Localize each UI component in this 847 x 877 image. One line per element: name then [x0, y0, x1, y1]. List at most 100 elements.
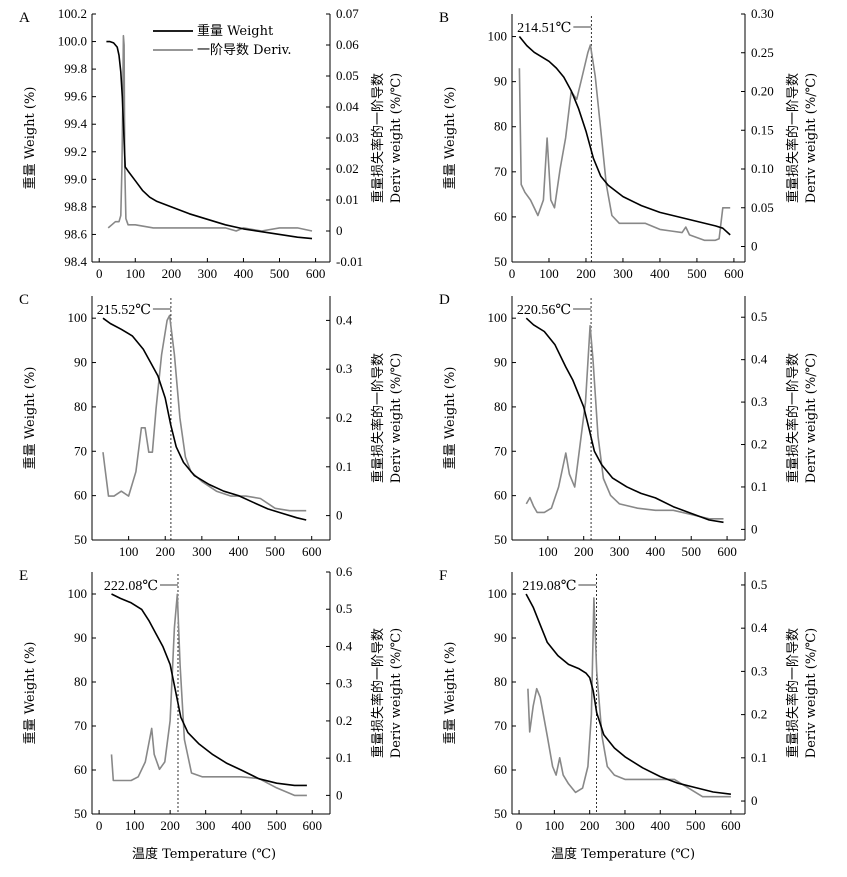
y2-tick-label: 0.5	[751, 577, 767, 592]
panel-d: 100 200 300 400 500 600 50 60 70 80 90 100 0 0.1 0.2 0.…	[439, 292, 819, 559]
y-tick-label: 60	[494, 209, 507, 224]
x-tick-label: 0	[96, 266, 103, 281]
y2-tick-label: 0.4	[751, 352, 768, 367]
x-tick-label: 200	[580, 818, 600, 833]
x-tick-label: 500	[686, 818, 706, 833]
y2-tick-label: 0	[336, 508, 343, 523]
panel-label: C	[19, 292, 29, 308]
x-tick-label: 400	[650, 266, 670, 281]
y2-axis-label-en: Deriv weight (%/℃)	[804, 353, 819, 483]
y-tick-label: 90	[74, 355, 87, 370]
y2-tick-label: 0.3	[336, 361, 352, 376]
y-tick-label: 80	[494, 119, 507, 134]
weight-series-line	[102, 317, 307, 521]
x-tick-label: 400	[651, 818, 671, 833]
peak-temperature-label: 222.08℃	[104, 579, 158, 594]
y2-tick-label: 0	[336, 787, 343, 802]
y2-tick-label: 0.07	[336, 6, 359, 21]
y-tick-label: 70	[74, 443, 87, 458]
x-tick-label: 200	[155, 544, 175, 559]
x-tick-label: 100	[538, 544, 558, 559]
y2-tick-label: 0.5	[751, 309, 767, 324]
panel-e: 0 100 200 300 400 500 600 50 60 70 80 90 100 0 0.1 0.2 0…	[19, 564, 404, 833]
y-tick-label: 70	[74, 718, 87, 733]
y-axis-label: 重量 Weight (%)	[442, 87, 458, 190]
panel-label: A	[19, 10, 30, 26]
y2-tick-label: 0	[751, 239, 758, 254]
peak-temperature-label: 219.08℃	[522, 579, 576, 594]
x-tick-label: 200	[576, 266, 596, 281]
y-axis-label: 重量 Weight (%)	[22, 87, 38, 190]
x-tick-label: 500	[267, 818, 287, 833]
y2-tick-label: 0	[751, 793, 758, 808]
y-tick-label: 100	[488, 586, 508, 601]
deriv-series-line	[107, 34, 313, 232]
y-tick-label: 80	[74, 674, 87, 689]
weight-series-line	[106, 40, 313, 240]
y2-tick-label: 0.06	[336, 37, 359, 52]
x-tick-label: 400	[231, 818, 251, 833]
y-tick-label: 98.8	[64, 199, 87, 214]
y-tick-label: 60	[74, 762, 87, 777]
deriv-series-line	[110, 593, 307, 797]
x-tick-label: 600	[724, 266, 744, 281]
y-tick-label: 80	[494, 674, 507, 689]
y2-tick-label: 0	[336, 223, 343, 238]
y-tick-label: 100.0	[58, 34, 87, 49]
y2-axis-label-cn: 重量损失率的一阶导数	[370, 73, 386, 203]
y2-axis-label-cn: 重量损失率的一阶导数	[785, 73, 801, 203]
y2-tick-label: 0.4	[336, 638, 353, 653]
y-tick-label: 99.6	[64, 89, 87, 104]
y-tick-label: 99.0	[64, 171, 87, 186]
x-tick-label: 300	[198, 266, 218, 281]
x-axis-label-left: 温度 Temperature (℃)	[132, 846, 276, 862]
y-tick-label: 98.6	[64, 226, 87, 241]
x-tick-label: 500	[687, 266, 707, 281]
y2-tick-label: 0.02	[336, 161, 359, 176]
y-axis-label: 重量 Weight (%)	[22, 642, 38, 745]
y2-tick-label: 0.3	[751, 663, 767, 678]
y2-axis-label-cn: 重量损失率的一阶导数	[370, 353, 386, 483]
peak-temperature-label: 220.56℃	[517, 303, 571, 318]
y-tick-label: 99.2	[64, 144, 87, 159]
y-tick-label: 70	[494, 443, 507, 458]
y-tick-label: 90	[494, 74, 507, 89]
y2-tick-label: 0.2	[751, 707, 767, 722]
legend: 重量 Weight 一阶导数 Deriv.	[153, 23, 292, 58]
y2-tick-label: 0.2	[336, 713, 352, 728]
y2-tick-label: -0.01	[336, 254, 363, 269]
x-tick-label: 300	[196, 818, 216, 833]
x-tick-label: 400	[234, 266, 254, 281]
x-tick-label: 0	[509, 266, 516, 281]
panel-f: 0 100 200 300 400 500 600 50 60 70 80 90 100 0 0.1 0.2 0…	[439, 568, 819, 833]
x-tick-label: 600	[717, 544, 737, 559]
y2-tick-label: 0.10	[751, 161, 774, 176]
panels: 0 100 200 300 400 500 60098.498.698.899.099.29…	[19, 6, 819, 833]
y-tick-label: 100	[68, 586, 88, 601]
panel-label: B	[439, 10, 449, 26]
y2-tick-label: 0.3	[336, 676, 352, 691]
x-tick-label: 500	[270, 266, 290, 281]
x-tick-label: 200	[162, 266, 182, 281]
y2-tick-label: 0.1	[751, 479, 767, 494]
x-tick-label: 500	[265, 544, 285, 559]
y2-tick-label: 0.05	[336, 68, 359, 83]
weight-series-line	[518, 35, 731, 236]
panel-b: 0 100 200 300 400 500 600 50 60 70 80 90 100 0 0.05 0.1…	[439, 6, 819, 281]
y-axis-label: 重量 Weight (%)	[22, 367, 38, 470]
y2-tick-label: 0.30	[751, 6, 774, 21]
x-tick-label: 100	[119, 544, 139, 559]
x-tick-label: 200	[574, 544, 594, 559]
x-tick-label: 200	[160, 818, 180, 833]
x-tick-label: 100	[545, 818, 565, 833]
x-tick-label: 400	[646, 544, 666, 559]
deriv-series-line	[518, 44, 731, 242]
deriv-series-line	[525, 324, 724, 520]
x-tick-label: 0	[516, 818, 523, 833]
y2-tick-label: 0.6	[336, 564, 353, 579]
x-tick-label: 100	[125, 818, 145, 833]
panel-a: 0 100 200 300 400 500 600 98.4 98.6 98.8 99.0 99.2 9…	[19, 6, 404, 281]
weight-series-line	[525, 317, 724, 524]
x-axis-label-right: 温度 Temperature (℃)	[551, 846, 695, 862]
y2-axis-label-cn: 重量损失率的一阶导数	[785, 353, 801, 483]
